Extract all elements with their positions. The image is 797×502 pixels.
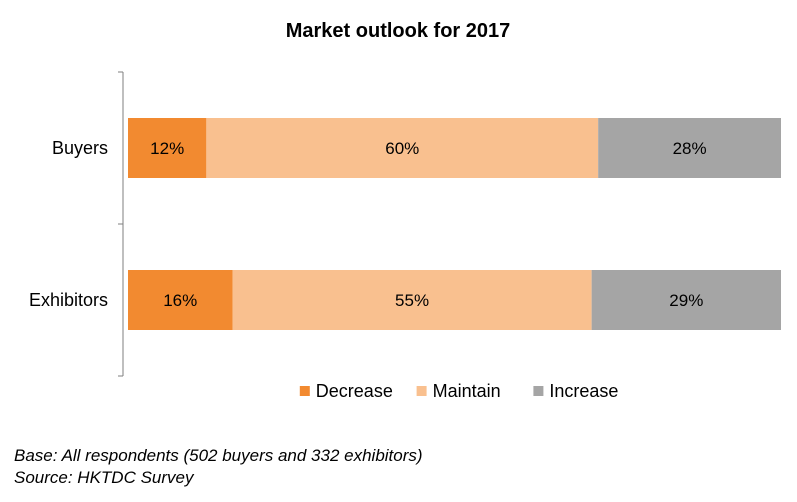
legend-swatch-maintain — [416, 386, 427, 396]
chart-title: Market outlook for 2017 — [286, 20, 511, 42]
bar-buyers-decrease — [128, 118, 207, 178]
footnote-base: Base: All respondents (502 buyers and 33… — [14, 446, 423, 465]
data-label-buyers-maintain: 60% — [385, 139, 419, 158]
data-label-exhibitors-decrease: 16% — [163, 291, 197, 310]
footnote-source: Source: HKTDC Survey — [14, 468, 194, 487]
data-label-exhibitors-increase: 29% — [669, 291, 703, 310]
bar-segments — [128, 118, 781, 330]
category-labels: Buyers Exhibitors — [29, 138, 108, 310]
category-label-exhibitors: Exhibitors — [29, 290, 108, 310]
bar-buyers-increase — [598, 118, 781, 178]
legend-swatch-decrease — [299, 386, 310, 396]
legend-swatch-increase — [533, 386, 544, 396]
data-labels: 12% 60% 28% 16% 55% 29% — [150, 139, 706, 310]
bar-exhibitors-maintain — [232, 270, 592, 330]
category-label-buyers: Buyers — [52, 138, 108, 158]
legend-label-decrease: Decrease — [316, 381, 393, 401]
legend-label-maintain: Maintain — [433, 381, 501, 401]
bar-exhibitors-increase — [591, 270, 781, 330]
legend-label-increase: Increase — [549, 381, 618, 401]
data-label-buyers-decrease: 12% — [150, 139, 184, 158]
category-axis — [118, 71, 124, 377]
bar-exhibitors-decrease — [128, 270, 233, 330]
legend: Decrease Maintain Increase — [299, 381, 618, 401]
data-label-exhibitors-maintain: 55% — [395, 291, 429, 310]
bar-buyers-maintain — [206, 118, 599, 178]
data-label-buyers-increase: 28% — [673, 139, 707, 158]
